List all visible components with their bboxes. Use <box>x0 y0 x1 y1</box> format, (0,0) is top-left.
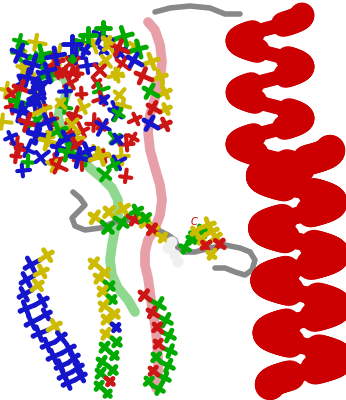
Text: C: C <box>190 217 197 227</box>
Circle shape <box>170 250 180 260</box>
Circle shape <box>167 237 177 247</box>
Circle shape <box>163 243 173 253</box>
Circle shape <box>173 257 183 267</box>
